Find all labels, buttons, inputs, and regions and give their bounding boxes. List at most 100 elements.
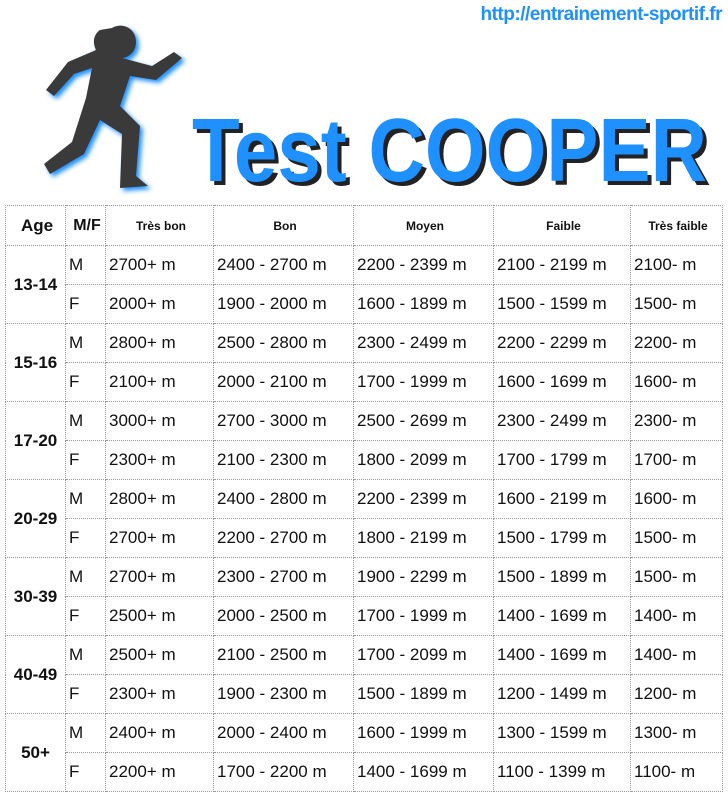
table-row: F 2100+ m 2000 - 2100 m 1700 - 1999 m 1600 -…	[6, 362, 723, 402]
distance-cell: 2100+ m	[105, 362, 214, 402]
age-cell: 17-20	[5, 401, 66, 480]
distance-cell: 1500 - 1599 m	[493, 284, 631, 324]
column-header: Très bon	[105, 205, 214, 246]
table-row: F 2000+ m 1900 - 2000 m 1600 - 1899 m 1500 -…	[6, 284, 723, 324]
distance-cell: 1400- m	[630, 635, 723, 675]
sex-cell: M	[65, 557, 106, 597]
distance-cell: 1400 - 1699 m	[493, 596, 631, 636]
distance-cell: 1500 - 1899 m	[493, 557, 631, 597]
distance-cell: 2300+ m	[105, 674, 214, 714]
distance-cell: 1600 - 1699 m	[493, 362, 631, 402]
distance-cell: 2300- m	[630, 401, 723, 441]
distance-cell: 2700+ m	[105, 518, 214, 558]
distance-cell: 1700 - 2099 m	[353, 635, 494, 675]
distance-cell: 2300 - 2499 m	[493, 401, 631, 441]
header-graphic: Test COOPER Test COOPER	[44, 25, 711, 205]
table-row: F 2300+ m 1900 - 2300 m 1500 - 1899 m 1200 -…	[6, 674, 723, 714]
distance-cell: 1600- m	[630, 479, 723, 519]
sex-cell: M	[65, 479, 106, 519]
distance-cell: 2000 - 2500 m	[213, 596, 354, 636]
distance-cell: 1600 - 1999 m	[353, 713, 494, 753]
distance-cell: 2000 - 2400 m	[213, 713, 354, 753]
distance-cell: 2200+ m	[105, 752, 214, 792]
distance-cell: 2300 - 2700 m	[213, 557, 354, 597]
distance-cell: 3000+ m	[105, 401, 214, 441]
sex-cell: F	[65, 284, 106, 324]
distance-cell: 1700 - 1999 m	[353, 362, 494, 402]
sex-cell: M	[65, 713, 106, 753]
column-header: Faible	[493, 205, 631, 246]
runner-silhouette	[44, 25, 185, 192]
distance-cell: 2200 - 2700 m	[213, 518, 354, 558]
sex-cell: F	[65, 440, 106, 480]
sex-cell: M	[65, 323, 106, 363]
distance-cell: 2200 - 2399 m	[353, 479, 494, 519]
distance-cell: 1600- m	[630, 362, 723, 402]
column-header: M/F	[65, 205, 106, 246]
age-cell: 20-29	[5, 479, 66, 558]
distance-cell: 1200- m	[630, 674, 723, 714]
distance-cell: 1500- m	[630, 557, 723, 597]
distance-cell: 2000+ m	[105, 284, 214, 324]
distance-cell: 1700 - 2200 m	[213, 752, 354, 792]
distance-cell: 1100 - 1399 m	[493, 752, 631, 792]
table-row: F 2200+ m 1700 - 2200 m 1400 - 1699 m 1100 -…	[6, 752, 723, 792]
distance-cell: 1600 - 1899 m	[353, 284, 494, 324]
age-cell: 50+	[5, 713, 66, 792]
age-cell: 13-14	[5, 245, 66, 324]
distance-cell: 1800 - 2199 m	[353, 518, 494, 558]
distance-cell: 2500 - 2699 m	[353, 401, 494, 441]
distance-cell: 2400 - 2700 m	[213, 245, 354, 285]
distance-cell: 2200 - 2299 m	[493, 323, 631, 363]
distance-cell: 2100 - 2500 m	[213, 635, 354, 675]
site-url[interactable]: http://entrainement-sportif.fr	[480, 4, 723, 25]
sex-cell: M	[65, 245, 106, 285]
age-cell: 30-39	[5, 557, 66, 636]
distance-cell: 1400 - 1699 m	[353, 752, 494, 792]
distance-cell: 1200 - 1499 m	[493, 674, 631, 714]
distance-cell: 2000 - 2100 m	[213, 362, 354, 402]
distance-cell: 2500+ m	[105, 635, 214, 675]
distance-cell: 2400+ m	[105, 713, 214, 753]
distance-cell: 1500 - 1899 m	[353, 674, 494, 714]
distance-cell: 2700 - 3000 m	[213, 401, 354, 441]
distance-cell: 2500 - 2800 m	[213, 323, 354, 363]
distance-cell: 1500 - 1799 m	[493, 518, 631, 558]
distance-cell: 1100- m	[630, 752, 723, 792]
table-row: F 2500+ m 2000 - 2500 m 1700 - 1999 m 1400 -…	[6, 596, 723, 636]
distance-cell: 1800 - 2099 m	[353, 440, 494, 480]
distance-cell: 2100 - 2199 m	[493, 245, 631, 285]
distance-cell: 1700 - 1799 m	[493, 440, 631, 480]
age-cell: 15-16	[5, 323, 66, 402]
column-header: Bon	[213, 205, 354, 246]
distance-cell: 2100 - 2300 m	[213, 440, 354, 480]
distance-cell: 2200- m	[630, 323, 723, 363]
sex-cell: F	[65, 596, 106, 636]
title: Test COOPER	[192, 101, 707, 201]
sex-cell: M	[65, 635, 106, 675]
title-shadow: Test COOPER	[196, 105, 711, 205]
table-row: F 2700+ m 2200 - 2700 m 1800 - 2199 m 1500 -…	[6, 518, 723, 558]
distance-cell: 2100- m	[630, 245, 723, 285]
distance-cell: 2200 - 2399 m	[353, 245, 494, 285]
distance-cell: 2800+ m	[105, 323, 214, 363]
sex-cell: F	[65, 518, 106, 558]
distance-cell: 1900 - 2300 m	[213, 674, 354, 714]
distance-cell: 2500+ m	[105, 596, 214, 636]
distance-cell: 1400- m	[630, 596, 723, 636]
distance-cell: 1300 - 1599 m	[493, 713, 631, 753]
header-row: Age M/F Très bon Bon Moyen Faible Très faible	[5, 205, 723, 246]
distance-cell: 1700- m	[630, 440, 723, 480]
distance-cell: 1600 - 2199 m	[493, 479, 631, 519]
table-row: 50+ M 2400+ m 2000 - 2400 m 1600 - 1999 m 130…	[5, 713, 723, 792]
sex-cell: F	[65, 674, 106, 714]
cooper-table: Age M/F Très bon Bon Moyen Faible Très faible …	[5, 205, 723, 792]
column-header: Très faible	[630, 205, 723, 246]
age-cell: 40-49	[5, 635, 66, 714]
